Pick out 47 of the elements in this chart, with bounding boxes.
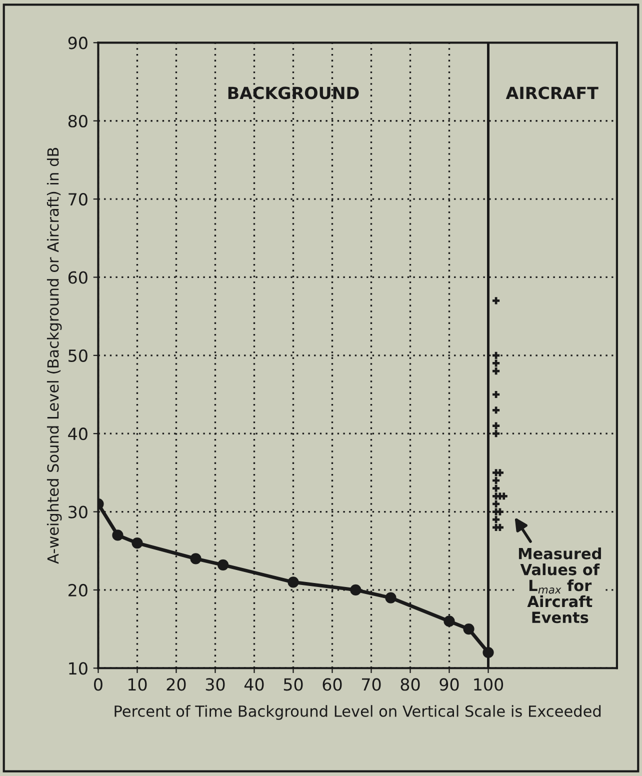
y-tick-label: 40 [68,428,88,440]
y-tick-label: 30 [68,506,88,518]
y-tick-label: 90 [68,36,88,50]
x-tick-label: 30 [206,678,225,691]
point [492,430,500,438]
point [492,352,500,359]
point [190,553,202,564]
x-tick-label: 0 [94,678,102,691]
annotation: AIRCRAFT [506,86,598,100]
x-axis-title: Percent of Time Background Level on Vertical Scale is Exceeded [114,705,601,720]
point [217,559,229,570]
point [288,576,299,588]
point [463,623,474,635]
point [350,584,362,596]
point [492,360,500,367]
annotation: Measured Values of L$_{max}$ for Aircraft Events [518,548,601,624]
x-tick-label: 40 [244,678,264,691]
point [112,530,124,541]
point [496,524,504,531]
x-tick-label: 100 [474,678,504,691]
x-tick-label: 90 [440,678,459,691]
point [385,592,396,604]
x-tick-label: 50 [284,678,303,691]
x-tick-label: 20 [166,678,186,691]
point [482,646,494,658]
y-axis-title: A-weighted Sound Level (Background or Aircraft) in dB [46,148,62,564]
y-tick-label: 50 [68,349,88,362]
point [492,484,500,492]
point [496,508,504,516]
x-tick-label: 10 [128,678,147,691]
point [492,422,500,430]
point [444,616,455,627]
text: BACKGROUND [228,86,359,100]
point [492,297,500,304]
point [132,537,143,549]
x-tick-label: 60 [322,678,342,691]
x-tick-label: 80 [400,678,420,691]
y-tick-label: 10 [69,662,88,675]
y-tick-label: 70 [68,193,88,206]
y-tick-label: 60 [68,271,88,284]
y-tick-label: 20 [68,584,88,597]
point [496,469,504,476]
point [500,492,508,500]
point [492,516,500,524]
x-tick-label: 70 [362,678,381,691]
point [492,406,500,414]
y-tick-label: 80 [68,114,88,128]
